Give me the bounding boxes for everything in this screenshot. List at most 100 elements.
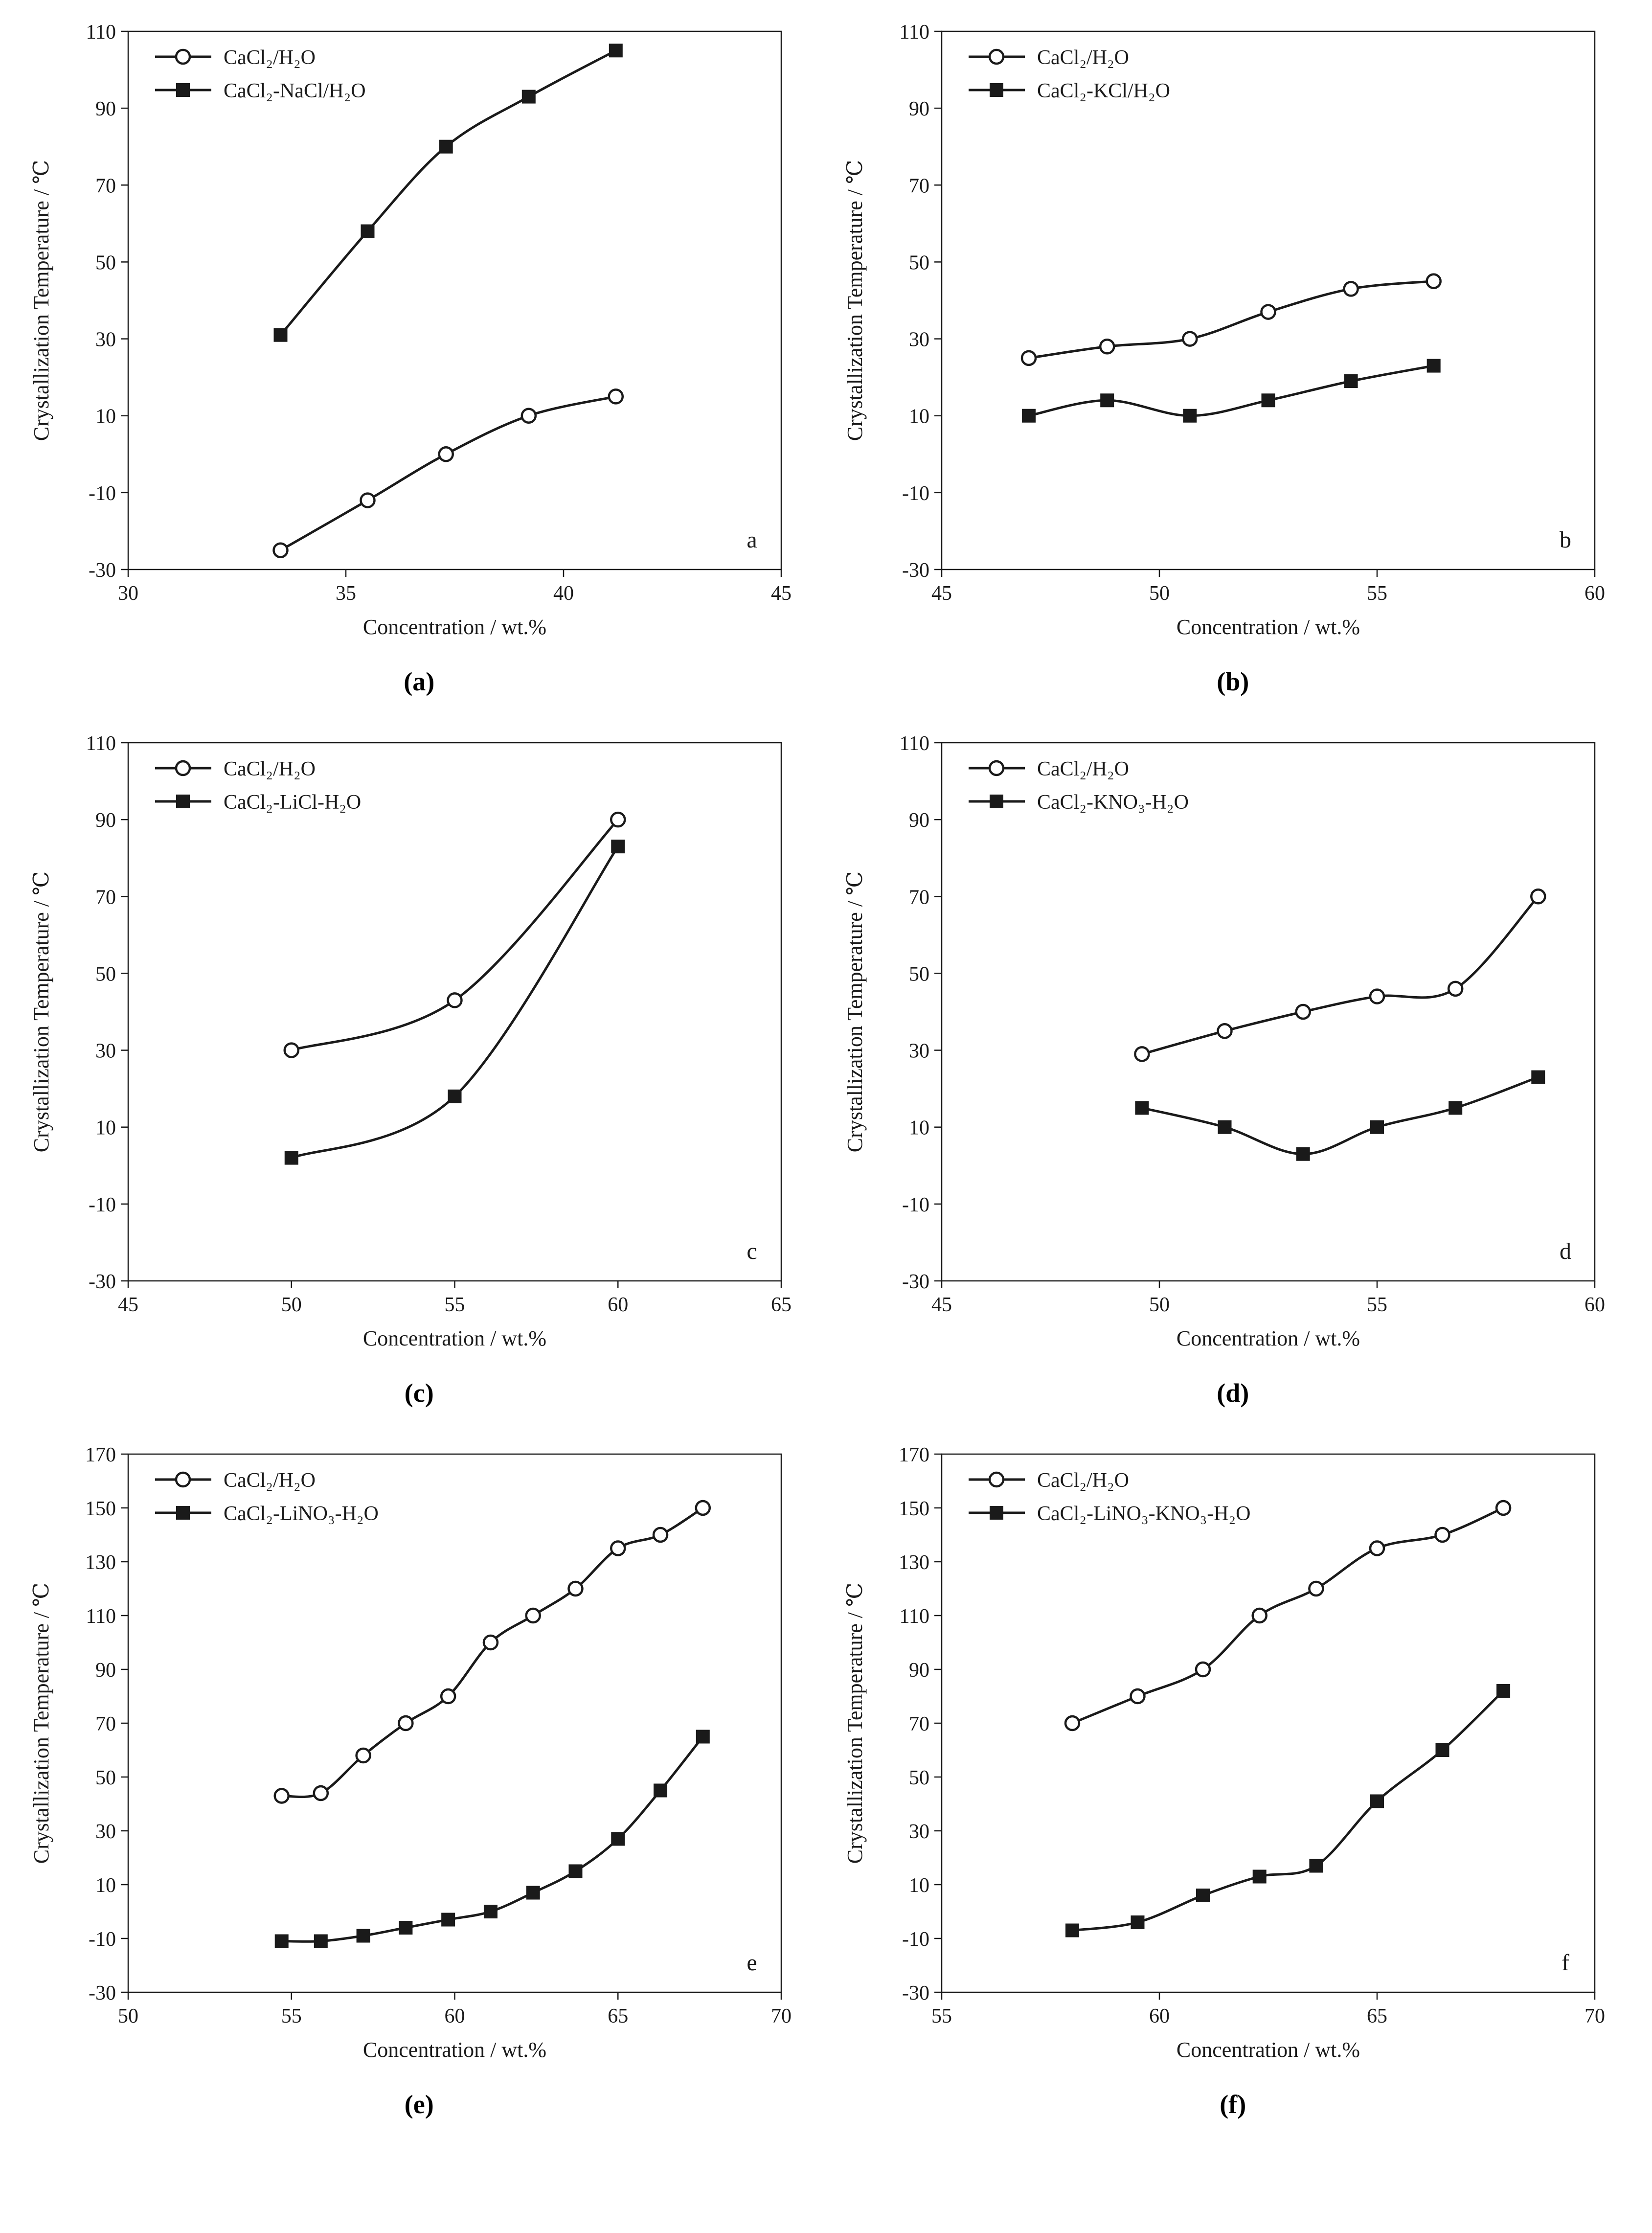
chart-svg-b: 45 50 55 60 Concentration / wt.% -30 -10 10 30 50…: [843, 21, 1605, 639]
data-point-marker: [1434, 1527, 1450, 1543]
x-tick-label: 50: [281, 1294, 302, 1316]
data-point-marker: [521, 90, 536, 104]
data-point-marker: [1021, 350, 1037, 366]
data-point-marker: [1496, 1684, 1511, 1698]
data-point-marker: [1435, 1743, 1449, 1757]
y-axis: -30 -10 10 30 50 70 90 110 Crystallization Tempe…: [29, 732, 128, 1293]
y-tick-label: 10: [909, 406, 929, 428]
legend-marker: [175, 760, 191, 776]
chart-svg-e: 50 55 60 65 70 Concentration / wt.% -30 -10 10 30…: [29, 1444, 792, 2062]
y-tick-label: 30: [909, 1040, 929, 1063]
x-axis-title: Concentration / wt.%: [363, 2038, 546, 2062]
data-point-marker: [1195, 1661, 1211, 1678]
data-point-marker: [1531, 1070, 1545, 1084]
x-tick-label: 70: [1584, 2005, 1605, 2028]
series-square: [274, 1730, 710, 1948]
y-tick-label: 50: [909, 963, 929, 985]
legend-label: CaCl₂/H₂O: [224, 758, 316, 780]
y-axis: -30 -10 10 30 50 70 90 110 130 150 170 Crystallizat…: [29, 1444, 128, 2005]
data-point-marker: [361, 224, 375, 238]
data-point-marker: [611, 1832, 625, 1846]
x-tick-label: 60: [1584, 1294, 1605, 1316]
y-tick-label: -30: [89, 559, 116, 582]
data-point-marker: [355, 1747, 371, 1764]
y-axis: -30 -10 10 30 50 70 90 110 Crystallization Tempe…: [843, 21, 942, 582]
x-axis-title: Concentration / wt.%: [1177, 2038, 1360, 2062]
data-point-marker: [273, 328, 288, 342]
data-point-marker: [272, 542, 289, 558]
legend-label: CaCl₂/H₂O: [224, 1469, 316, 1492]
y-tick-label: 70: [909, 175, 929, 197]
data-point-marker: [284, 1151, 298, 1165]
y-tick-label: 70: [95, 175, 116, 197]
x-tick-label: 55: [1367, 582, 1387, 605]
x-tick-label: 45: [931, 582, 952, 605]
y-tick-label: -30: [89, 1982, 116, 2005]
data-point-marker: [610, 1540, 626, 1556]
plot-border: [127, 30, 782, 570]
y-tick-label: 110: [900, 732, 929, 755]
legend-label: CaCl₂-LiCl-H₂O: [224, 791, 361, 814]
legend-item: CaCl₂-LiNO₃-KNO₃-H₂O: [969, 1503, 1251, 1525]
y-tick-label: 130: [85, 1551, 116, 1574]
panel-letter: b: [1560, 527, 1571, 553]
y-tick-label: 70: [909, 1713, 929, 1735]
y-axis: -30 -10 10 30 50 70 90 110 Crystallization Tempe…: [843, 732, 942, 1293]
legend-item: CaCl₂-KCl/H₂O: [969, 80, 1170, 102]
chart-panel-a: 30 35 40 45 Concentration / wt.% -30 -10 10 30 50…: [15, 7, 824, 716]
chart-panel-b: 45 50 55 60 Concentration / wt.% -30 -10 10 30 50…: [829, 7, 1638, 716]
data-point-marker: [567, 1580, 584, 1597]
y-tick-label: -10: [89, 1194, 116, 1216]
legend-marker: [990, 1506, 1004, 1520]
panel-caption-e: (e): [404, 2090, 434, 2119]
x-tick-label: 55: [281, 2005, 302, 2028]
y-tick-label: 90: [909, 1659, 929, 1682]
data-point-marker: [283, 1042, 299, 1058]
x-tick-label: 60: [444, 2005, 465, 2028]
legend-item: CaCl₂/H₂O: [969, 1469, 1129, 1492]
data-point-marker: [356, 1929, 370, 1943]
data-point-marker: [611, 840, 625, 854]
y-axis-title: Crystallization Temperature / ℃: [29, 1583, 53, 1864]
data-point-marker: [1131, 1915, 1145, 1929]
panel-caption-f: (f): [1220, 2090, 1246, 2119]
plot-border: [941, 742, 1596, 1282]
x-axis-title: Concentration / wt.%: [1177, 615, 1360, 639]
y-tick-label: -10: [902, 1928, 929, 1951]
y-tick-label: 50: [909, 251, 929, 274]
series-square: [1065, 1684, 1511, 1937]
y-tick-label: 10: [909, 1874, 929, 1897]
x-tick-label: 50: [118, 2005, 138, 2028]
y-axis-title: Crystallization Temperature / ℃: [29, 160, 53, 441]
data-point-marker: [1135, 1101, 1149, 1115]
data-point-marker: [1251, 1607, 1268, 1624]
legend-item: CaCl₂-LiCl-H₂O: [155, 791, 361, 814]
chart-svg-c: 45 50 55 60 65 Concentration / wt.% -30 -10 10 30…: [29, 732, 792, 1350]
data-point-marker: [1252, 1869, 1267, 1884]
legend-label: CaCl₂-LiNO₃-KNO₃-H₂O: [1037, 1503, 1251, 1525]
series-line: [280, 395, 616, 551]
y-tick-label: 90: [95, 98, 116, 120]
series-line: [291, 819, 619, 1051]
figure-grid: 30 35 40 45 Concentration / wt.% -30 -10 10 30 50…: [15, 7, 1638, 2139]
legend: CaCl₂/H₂O CaCl₂-KCl/H₂O: [969, 46, 1170, 102]
data-point-marker: [483, 1905, 498, 1918]
x-axis: 50 55 60 65 70 Concentration / wt.%: [118, 1992, 792, 2062]
panel-letter: c: [747, 1238, 757, 1264]
chart-f: 55 60 65 70 Concentration / wt.% -30 -10 10 30 50…: [837, 1430, 1629, 2080]
series-line: [1142, 1076, 1539, 1156]
data-point-marker: [448, 1089, 462, 1103]
data-point-marker: [1426, 359, 1441, 373]
panel-letter: f: [1561, 1950, 1569, 1976]
data-point-marker: [1183, 409, 1197, 423]
y-tick-label: 110: [900, 1605, 929, 1628]
y-tick-label: 110: [86, 21, 115, 44]
chart-panel-f: 55 60 65 70 Concentration / wt.% -30 -10 10 30 50…: [829, 1430, 1638, 2139]
y-tick-label: 70: [95, 1713, 116, 1735]
y-axis-title: Crystallization Temperature / ℃: [843, 160, 867, 441]
y-tick-label: 50: [909, 1767, 929, 1789]
data-point-marker: [439, 139, 453, 154]
y-tick-label: -30: [902, 1271, 929, 1293]
y-tick-label: 30: [909, 1821, 929, 1843]
plot-border: [127, 1453, 782, 1993]
